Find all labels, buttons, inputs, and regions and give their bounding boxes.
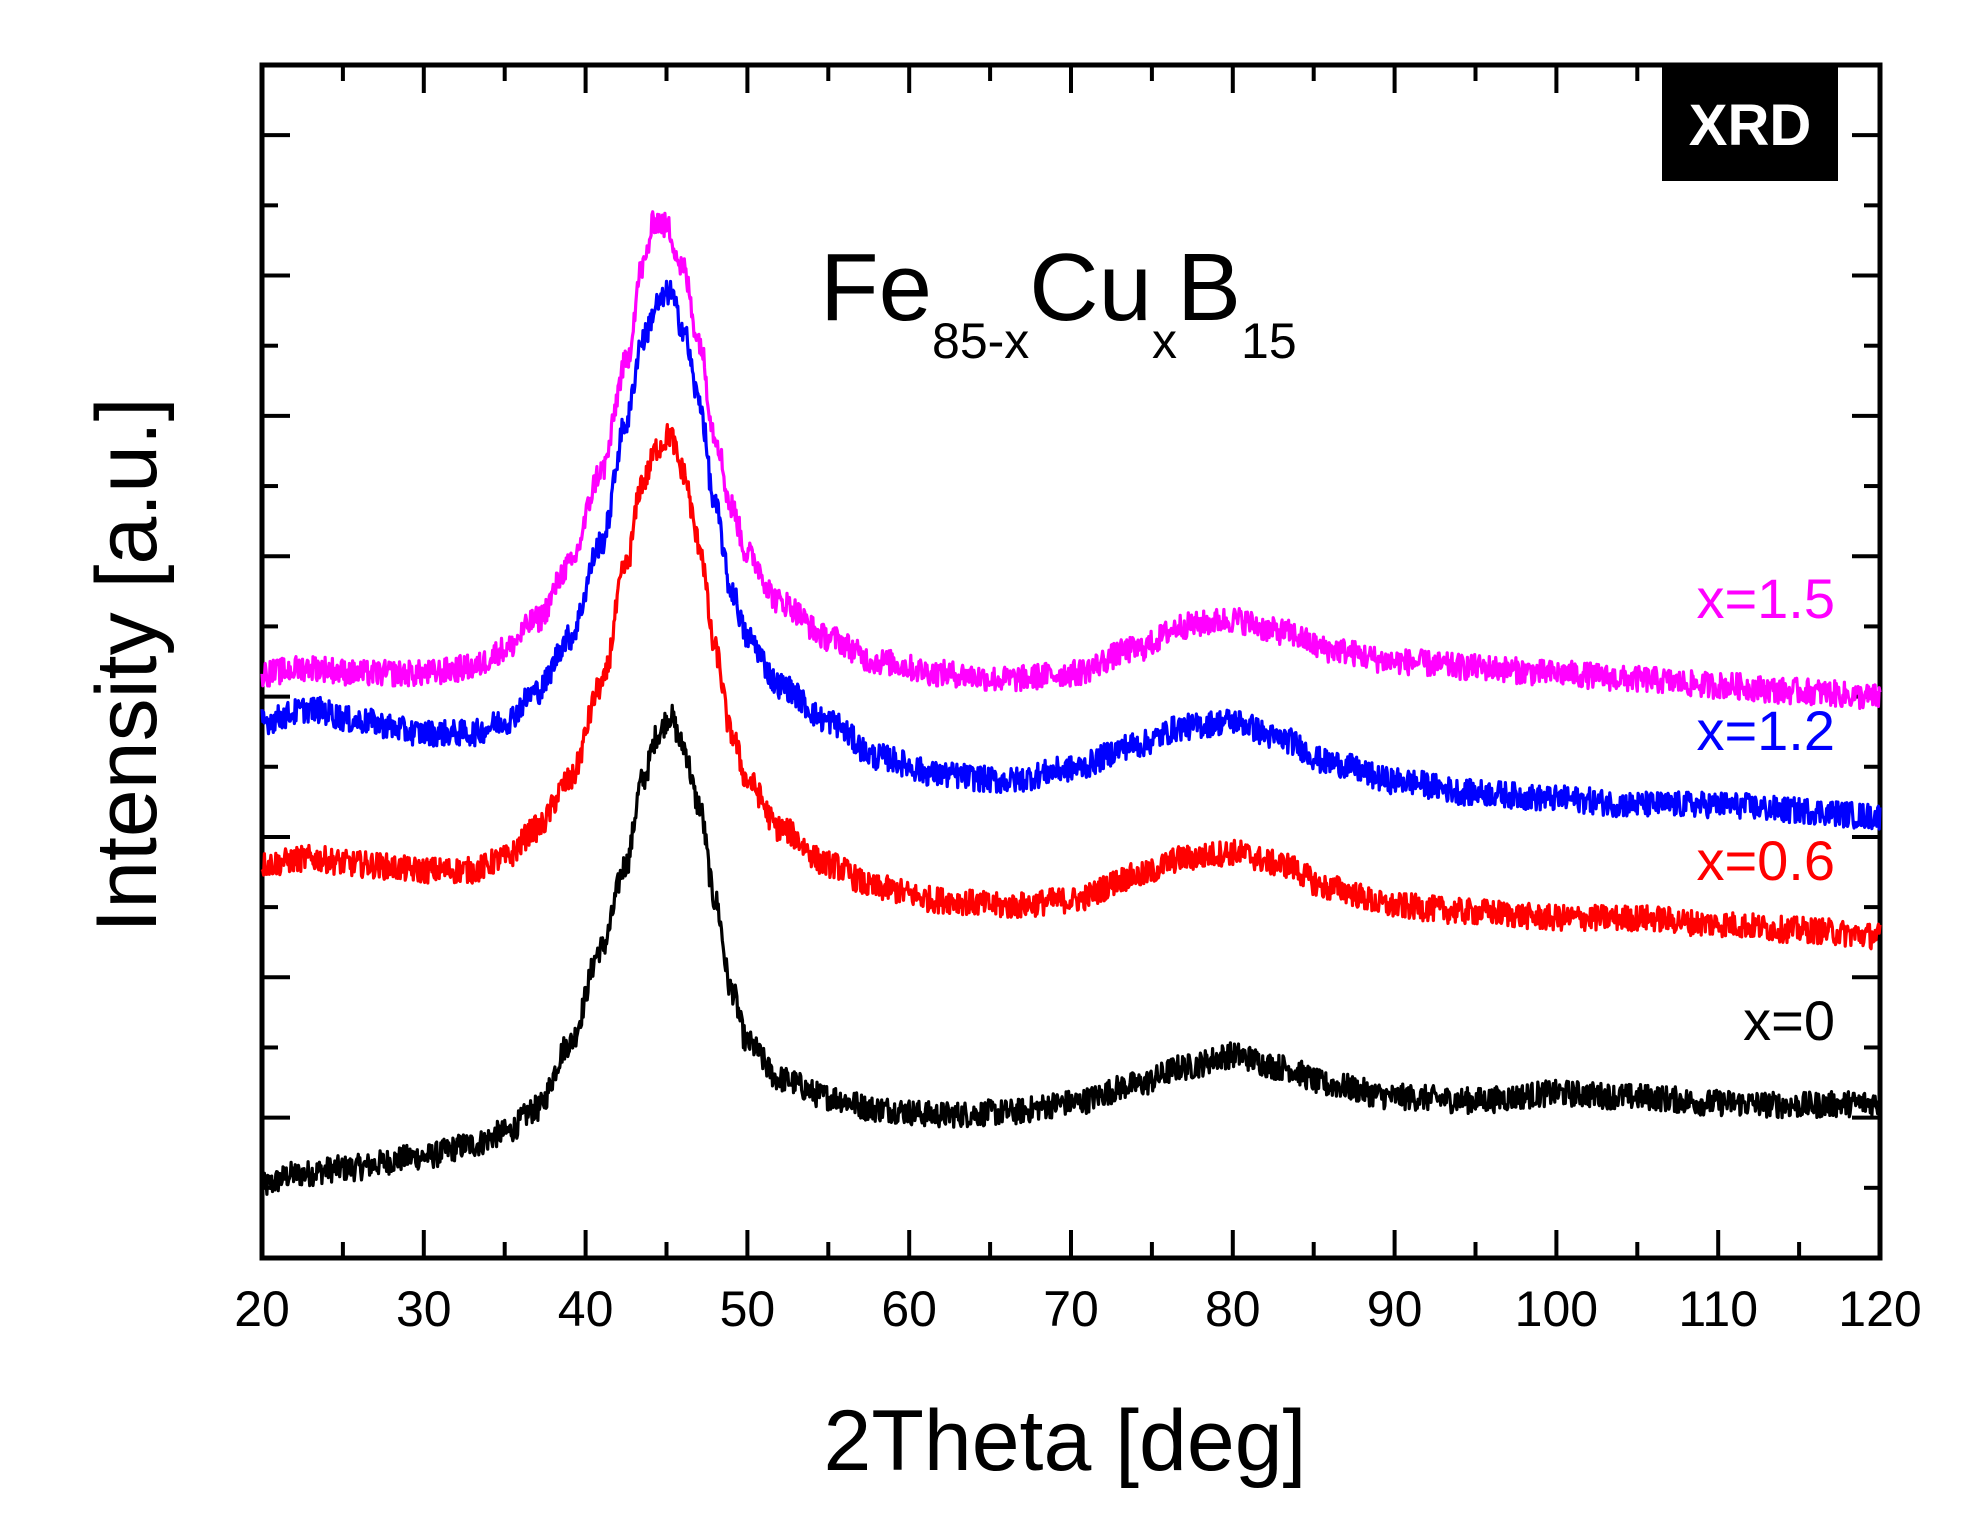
x-tick-labels: 20 30 40 50 60 70 80 90 100 110 120 <box>234 1281 1922 1337</box>
series-label: x=1.5 <box>1696 567 1835 630</box>
series-line <box>260 703 1882 1196</box>
series-lines <box>260 210 1882 1196</box>
formula-subscript: 15 <box>1241 313 1297 369</box>
x-tick-label: 20 <box>234 1281 290 1337</box>
formula-base: B <box>1177 234 1241 341</box>
series-labels: x=0 x=0.6 x=1.2 x=1.5 <box>1696 567 1835 1052</box>
formula-annotation: Fe85-xCuxB15 <box>820 234 1297 369</box>
x-tick-label: 100 <box>1515 1281 1598 1337</box>
x-tick-label: 110 <box>1678 1281 1758 1337</box>
series-line <box>260 279 1882 831</box>
x-tick-label: 40 <box>558 1281 614 1337</box>
x-tick-label: 120 <box>1838 1281 1921 1337</box>
xrd-badge-label: XRD <box>1689 93 1811 158</box>
x-tick-label: 80 <box>1205 1281 1261 1337</box>
x-axis-title: 2Theta [deg] <box>824 1393 1307 1489</box>
formula-subscript: 85-x <box>932 313 1029 369</box>
series-label: x=0.6 <box>1696 829 1835 892</box>
x-tick-label: 90 <box>1367 1281 1423 1337</box>
series-line <box>260 423 1882 951</box>
formula-subscript: x <box>1152 313 1177 369</box>
series-label: x=0 <box>1743 989 1835 1052</box>
series-line <box>260 210 1882 710</box>
x-tick-label: 50 <box>720 1281 776 1337</box>
formula-base: Cu <box>1029 234 1152 341</box>
series-label: x=1.2 <box>1696 699 1835 762</box>
formula-base: Fe <box>820 234 932 341</box>
x-tick-label: 30 <box>396 1281 452 1337</box>
x-tick-label: 60 <box>881 1281 937 1337</box>
y-axis-title: Intensity [a.u.] <box>79 397 175 932</box>
x-tick-label: 70 <box>1043 1281 1099 1337</box>
xrd-badge <box>1662 65 1838 181</box>
axis-ticks <box>260 63 1882 1260</box>
